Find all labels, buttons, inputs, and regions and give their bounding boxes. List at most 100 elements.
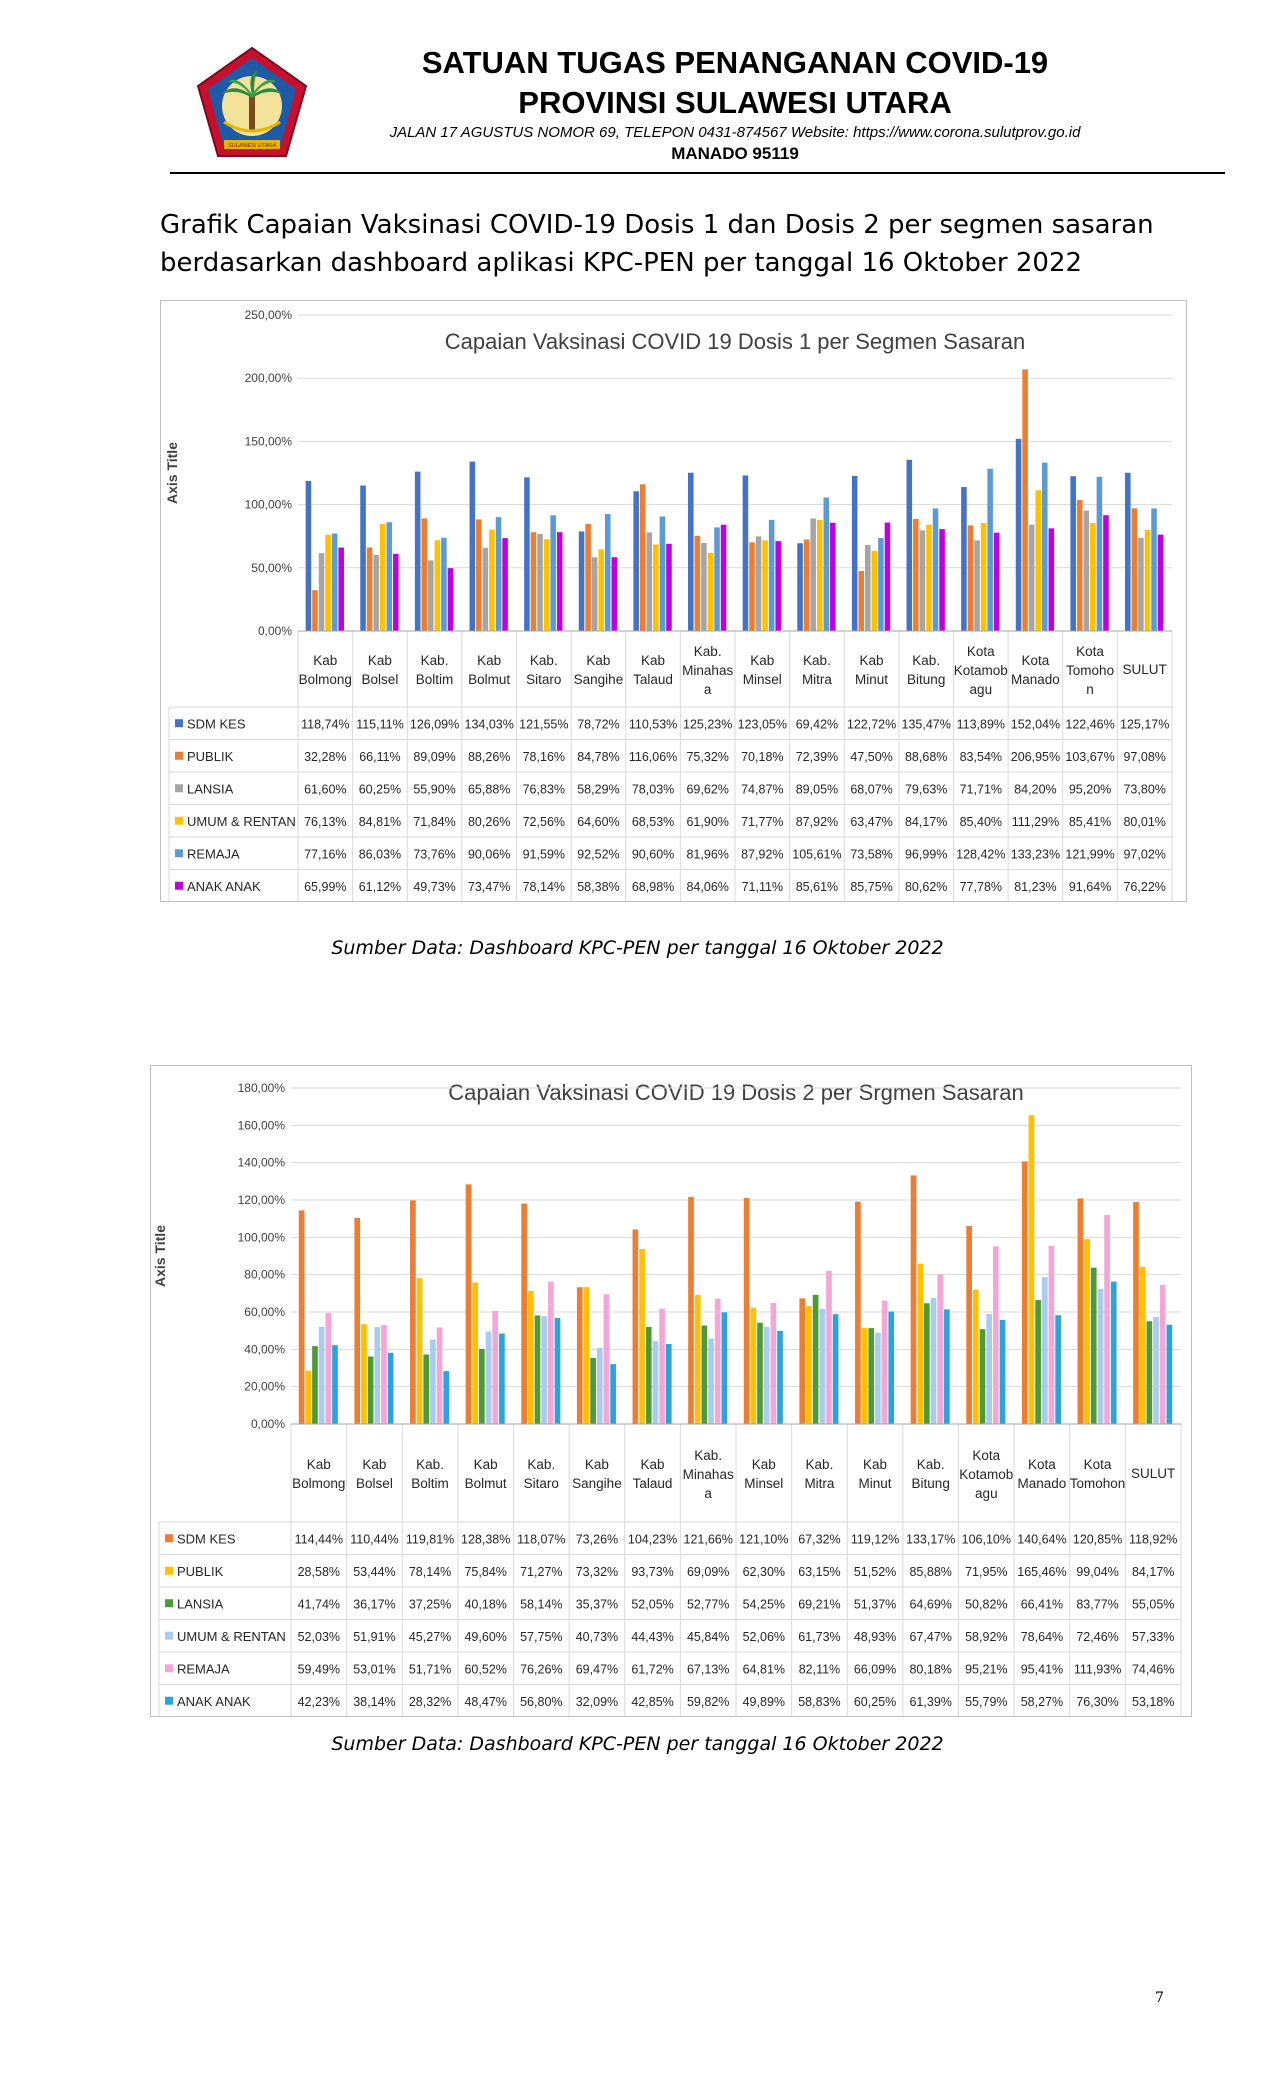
bar-remaja [714, 527, 720, 631]
legend-swatch [165, 1631, 173, 1640]
bar-lansia [428, 560, 434, 631]
bar-anak-anak [884, 522, 891, 631]
bar-publik [639, 1249, 645, 1424]
data-label: 65,99% [304, 880, 346, 894]
data-label: 61,72% [631, 1662, 673, 1676]
bar-sdm-kes [410, 1200, 416, 1424]
data-label: 64,81% [743, 1662, 785, 1676]
bar-sdm-kes [961, 487, 967, 631]
bar-umum-rentan [541, 1316, 547, 1424]
bar-sdm-kes [1070, 476, 1076, 631]
bar-publik [1131, 508, 1138, 631]
bar-sdm-kes [414, 471, 421, 631]
data-label: 72,39% [796, 750, 838, 764]
data-label: 42,85% [631, 1695, 673, 1709]
x-tick-label: n [1086, 682, 1094, 697]
chart-dose1: Capaian Vaksinasi COVID 19 Dosis 1 per S… [160, 300, 1187, 902]
bar-anak-anak [939, 529, 945, 631]
bar-umum-rentan [1097, 1288, 1104, 1424]
bar-lansia [312, 1346, 318, 1424]
bar-remaja [441, 537, 447, 631]
y-tick-label: 0,00% [258, 624, 292, 638]
legend-swatch [165, 1696, 173, 1705]
data-label: 76,83% [523, 782, 565, 796]
x-tick-label: Tomohon [1070, 1476, 1126, 1491]
bar-umum-rentan [763, 1326, 770, 1424]
y-axis-label: Axis Title [152, 1225, 168, 1287]
x-tick-label: Kab [641, 653, 665, 668]
legend-label: SDM KES [187, 716, 246, 731]
bar-umum-rentan [1035, 490, 1041, 631]
bar-anak-anak [499, 1333, 505, 1424]
bar-umum-rentan [762, 540, 768, 631]
data-label: 75,32% [686, 750, 728, 764]
bar-sdm-kes [576, 1287, 583, 1424]
data-label: 95,21% [965, 1662, 1007, 1676]
data-label: 121,99% [1065, 847, 1114, 861]
data-label: 110,44% [350, 1532, 398, 1546]
data-label: 84,17% [905, 815, 947, 829]
data-label: 106,10% [962, 1532, 1011, 1546]
data-label: 133,23% [1011, 847, 1060, 861]
bar-anak-anak [611, 557, 618, 631]
source-note-1: Sumber Data: Dashboard KPC-PEN per tangg… [331, 937, 944, 959]
bar-lansia [865, 544, 871, 631]
bar-remaja [381, 1325, 387, 1424]
bar-lansia [318, 553, 325, 631]
bar-umum-rentan [430, 1339, 436, 1424]
data-label: 84,17% [1132, 1565, 1174, 1579]
bar-publik [312, 590, 318, 631]
bar-lansia [974, 540, 980, 631]
bar-remaja [331, 533, 338, 631]
data-label: 59,49% [298, 1662, 340, 1676]
data-label: 114,44% [295, 1532, 343, 1546]
data-label: 122,72% [847, 717, 896, 731]
bar-umum-rentan [708, 1338, 714, 1424]
bar-remaja [823, 497, 830, 631]
data-label: 66,41% [1021, 1597, 1063, 1611]
bar-sdm-kes [743, 1197, 750, 1424]
data-label: 62,30% [743, 1565, 785, 1579]
header-city: MANADO 95119 [671, 144, 799, 163]
legend-label: PUBLIK [177, 1564, 224, 1579]
bar-lansia [373, 554, 379, 631]
page-number: 7 [1155, 1990, 1164, 2006]
data-label: 59,82% [687, 1695, 729, 1709]
y-tick-label: 100,00% [245, 498, 293, 512]
bar-lansia [1138, 537, 1144, 631]
data-label: 51,52% [854, 1565, 896, 1579]
x-tick-label: agu [975, 1486, 998, 1501]
bar-anak-anak [775, 541, 781, 631]
bar-lansia [646, 532, 653, 631]
data-label: 104,23% [628, 1532, 677, 1546]
data-label: 35,37% [576, 1597, 618, 1611]
data-label: 52,77% [687, 1597, 729, 1611]
data-label: 32,28% [304, 750, 346, 764]
data-label: 78,72% [577, 717, 619, 731]
data-label: 28,58% [298, 1565, 340, 1579]
bar-anak-anak [721, 1312, 728, 1424]
legend-swatch [175, 881, 183, 890]
data-label: 128,42% [956, 847, 1005, 861]
bar-publik [913, 518, 919, 631]
data-label: 55,79% [965, 1695, 1007, 1709]
data-label: 76,13% [304, 815, 346, 829]
bar-lansia [645, 1326, 652, 1424]
x-tick-label: Kota [1028, 1457, 1056, 1472]
bar-umum-rentan [434, 540, 441, 631]
data-label: 58,29% [577, 782, 619, 796]
data-label: 97,02% [1123, 847, 1165, 861]
data-label: 91,64% [1069, 880, 1111, 894]
y-tick-label: 100,00% [238, 1230, 286, 1244]
x-tick-label: Sangihe [572, 1476, 622, 1491]
y-tick-label: 50,00% [251, 561, 292, 575]
data-label: 123,05% [738, 717, 787, 731]
bar-umum-rentan [598, 549, 604, 631]
bar-publik [1139, 1266, 1146, 1424]
data-label: 73,80% [1123, 782, 1165, 796]
data-label: 57,75% [520, 1630, 562, 1644]
data-label: 51,91% [353, 1630, 395, 1644]
bar-anak-anak [666, 543, 672, 631]
data-label: 78,14% [523, 880, 565, 894]
bar-publik [694, 1295, 701, 1424]
